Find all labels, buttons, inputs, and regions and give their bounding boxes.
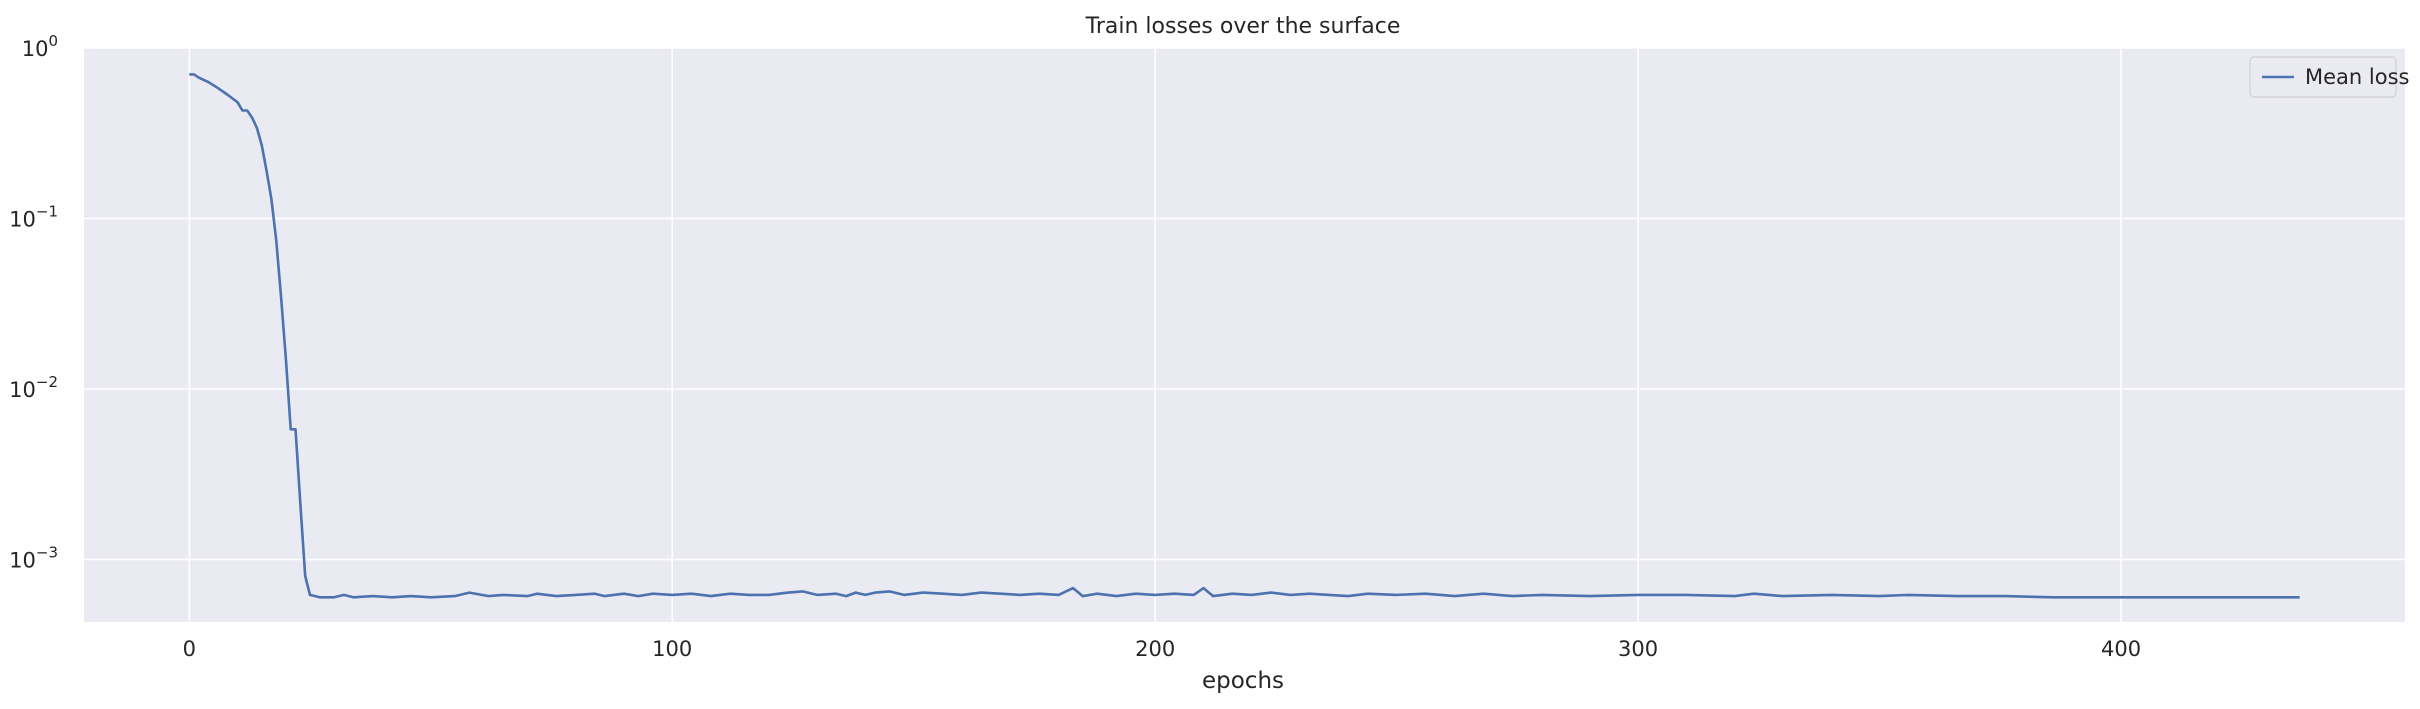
y-tick-label: 100 xyxy=(22,32,58,61)
series-line-mean-loss xyxy=(189,73,2300,599)
y-tick-label: 10−3 xyxy=(9,544,58,573)
x-tick-label: 400 xyxy=(2101,637,2141,661)
x-tick-label: 200 xyxy=(1135,637,1175,661)
grid xyxy=(84,47,2405,622)
x-tick-label: 300 xyxy=(1618,637,1658,661)
legend: Mean loss xyxy=(2249,56,2409,98)
tick-labels: 0 100 200 300 400 100 10−1 10−2 10−3 xyxy=(9,32,2141,661)
x-axis-label: epochs xyxy=(1202,668,1284,694)
y-tick-label: 10−1 xyxy=(9,203,58,232)
x-tick-label: 0 xyxy=(183,637,196,661)
y-tick-label: 10−2 xyxy=(9,373,58,402)
legend-box xyxy=(2249,56,2397,98)
plot-area xyxy=(84,48,2405,622)
series-layer xyxy=(189,73,2300,599)
legend-label-mean-loss: Mean loss xyxy=(2305,65,2409,89)
chart-title: Train losses over the surface xyxy=(1085,14,1401,39)
x-tick-label: 100 xyxy=(652,637,692,661)
